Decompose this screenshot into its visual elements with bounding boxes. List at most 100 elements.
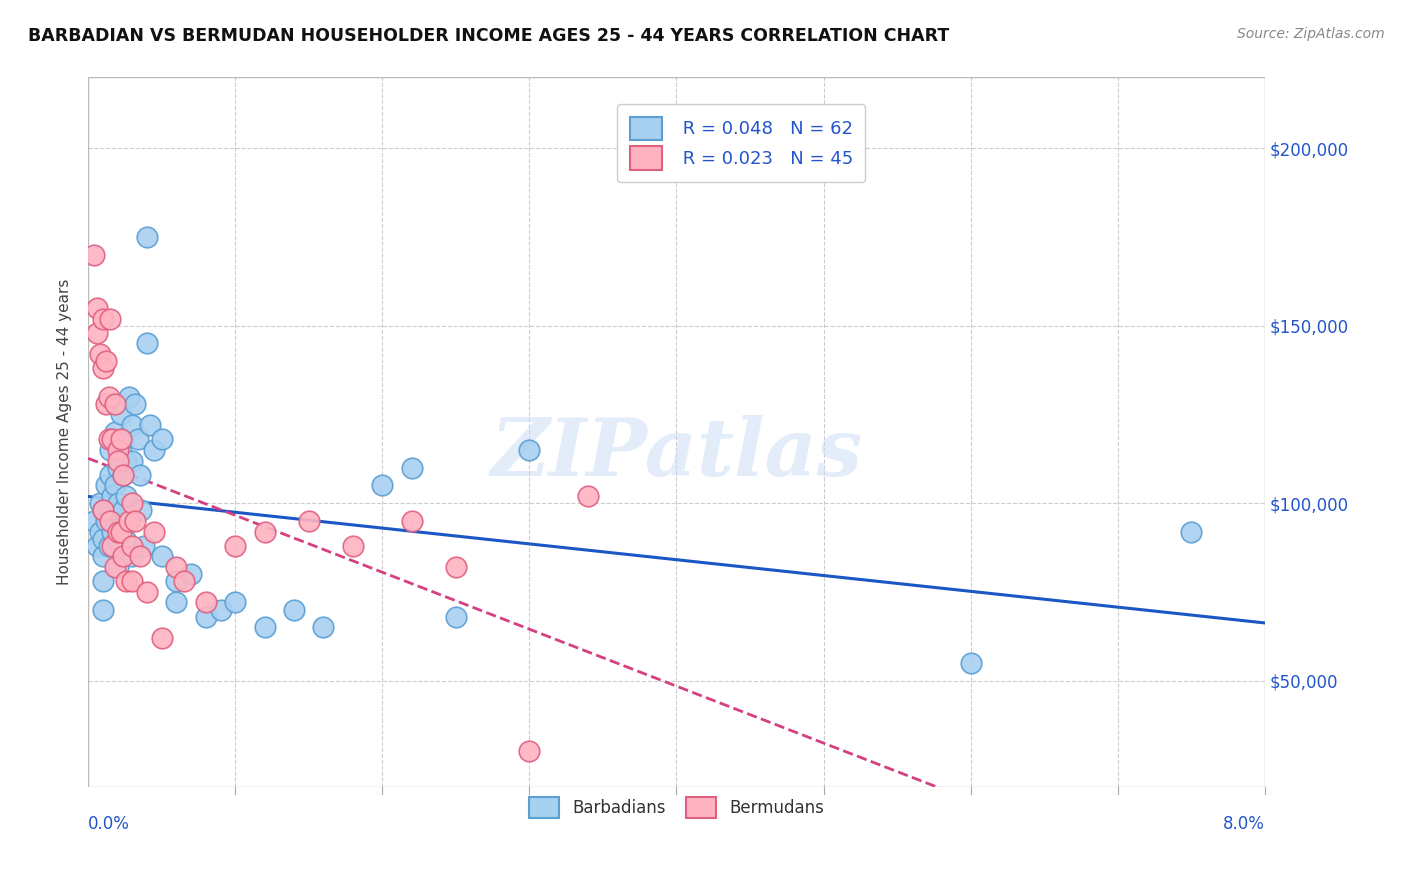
Point (98, 467, 121, 482)
Point (112, 432, 135, 446)
Point (104, 397, 127, 411)
Point (100, 432, 122, 446)
Point (132, 539, 155, 553)
Point (100, 539, 122, 553)
Point (121, 574, 143, 589)
Point (118, 390, 141, 404)
Point (342, 539, 364, 553)
Point (104, 425, 127, 440)
Text: Source: ZipAtlas.com: Source: ZipAtlas.com (1237, 27, 1385, 41)
Point (194, 609, 217, 624)
Point (401, 460, 423, 475)
Point (128, 549, 150, 564)
Point (91, 311, 114, 326)
Point (224, 539, 246, 553)
Point (107, 560, 129, 574)
Point (100, 524, 122, 539)
Point (150, 631, 173, 645)
Point (128, 467, 150, 482)
Point (136, 230, 159, 244)
Point (100, 489, 122, 503)
Point (112, 467, 135, 482)
Point (165, 560, 187, 574)
Point (112, 503, 135, 517)
Point (444, 609, 467, 624)
Text: ZIPatlas: ZIPatlas (491, 415, 862, 492)
Point (180, 567, 202, 582)
Point (110, 442, 132, 457)
Point (86, 539, 108, 553)
Point (107, 496, 129, 510)
Point (401, 514, 423, 528)
Point (115, 453, 138, 467)
Point (91, 549, 114, 564)
Point (143, 442, 166, 457)
Point (312, 620, 335, 634)
Point (98, 311, 121, 326)
Point (86, 326, 108, 340)
Point (139, 418, 162, 433)
Point (94, 514, 117, 528)
Point (110, 524, 132, 539)
Point (89, 524, 111, 539)
Point (124, 397, 146, 411)
Point (97, 390, 120, 404)
Point (136, 336, 159, 351)
Point (115, 489, 138, 503)
Point (165, 595, 187, 609)
Point (98, 514, 121, 528)
Point (283, 602, 305, 616)
Point (89, 496, 111, 510)
Point (104, 478, 127, 492)
Point (371, 478, 394, 492)
Point (83, 514, 105, 528)
Text: 8.0%: 8.0% (1223, 815, 1265, 833)
Point (94, 478, 117, 492)
Point (94, 354, 117, 368)
Point (107, 442, 129, 457)
Point (519, 442, 541, 457)
Point (150, 432, 173, 446)
Y-axis label: Householder Income Ages 25 - 44 years: Householder Income Ages 25 - 44 years (58, 279, 72, 585)
Point (115, 574, 138, 589)
Point (165, 574, 187, 589)
Point (112, 549, 135, 564)
Point (224, 595, 246, 609)
Point (121, 496, 143, 510)
Point (124, 514, 146, 528)
Point (107, 453, 129, 467)
Point (107, 532, 129, 546)
Point (143, 524, 166, 539)
Point (91, 503, 114, 517)
Point (1180, 524, 1202, 539)
Point (110, 408, 132, 422)
Point (118, 514, 141, 528)
Point (253, 620, 276, 634)
Point (97, 539, 120, 553)
Point (91, 503, 114, 517)
Point (121, 453, 143, 467)
Point (576, 489, 599, 503)
Point (104, 560, 127, 574)
Point (519, 744, 541, 758)
Point (107, 460, 129, 475)
Point (91, 532, 114, 546)
Point (127, 432, 149, 446)
Point (107, 524, 129, 539)
Text: BARBADIAN VS BERMUDAN HOUSEHOLDER INCOME AGES 25 - 44 YEARS CORRELATION CHART: BARBADIAN VS BERMUDAN HOUSEHOLDER INCOME… (28, 27, 949, 45)
Point (253, 524, 276, 539)
Point (121, 539, 143, 553)
Point (209, 602, 232, 616)
Point (136, 584, 159, 599)
Point (444, 560, 467, 574)
Point (94, 397, 117, 411)
Point (121, 418, 143, 433)
Text: 0.0%: 0.0% (89, 815, 129, 833)
Point (100, 432, 122, 446)
Point (91, 361, 114, 376)
Point (150, 549, 173, 564)
Point (83, 248, 105, 262)
Point (298, 514, 321, 528)
Point (91, 602, 114, 616)
Point (110, 432, 132, 446)
